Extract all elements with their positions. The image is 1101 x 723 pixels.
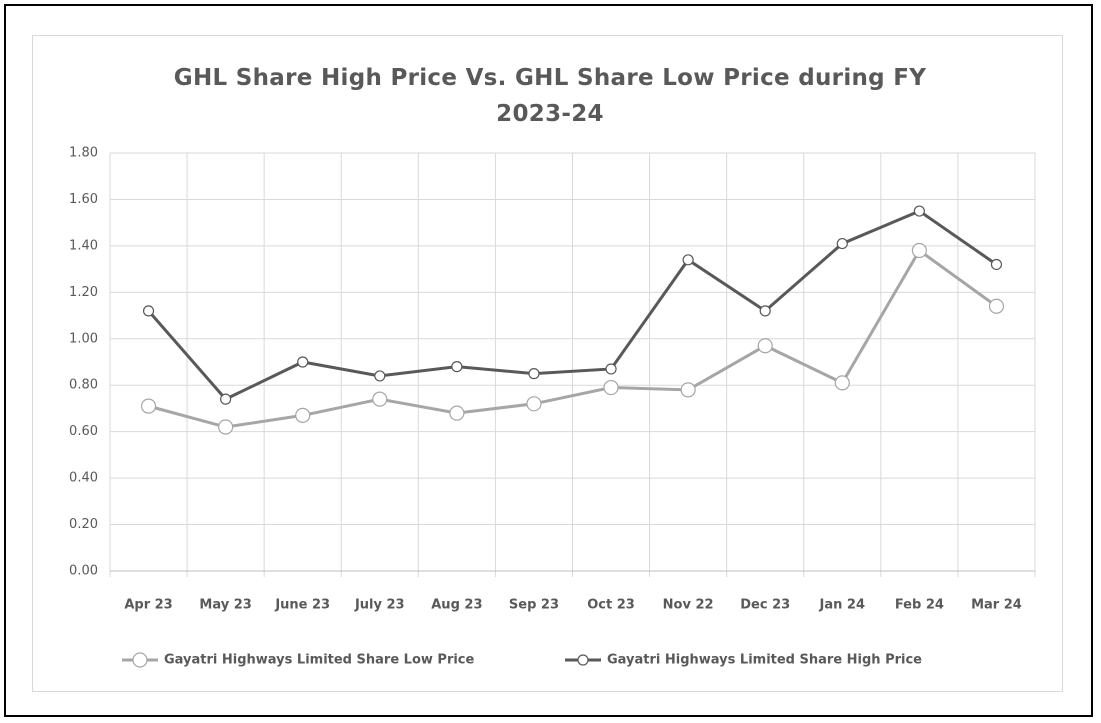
point-marker [526, 396, 542, 412]
x-tick-label: Mar 24 [971, 598, 1022, 613]
point-marker [297, 356, 309, 368]
x-tick-label: May 23 [199, 598, 251, 613]
point-marker [295, 407, 311, 424]
legend-label: Gayatri Highways Limited Share High Pric… [607, 653, 922, 668]
point-marker [142, 305, 155, 317]
y-tick-label: 1.80 [69, 146, 98, 161]
point-marker [836, 237, 848, 250]
point-marker [988, 298, 1005, 314]
series-line [148, 248, 998, 429]
legend-label: Gayatri Highways Limited Share Low Price [164, 653, 475, 668]
point-marker [218, 419, 234, 435]
point-marker [528, 368, 540, 380]
legend-marker [132, 652, 148, 668]
point-marker [603, 379, 619, 396]
y-tick-label: 0.60 [69, 424, 98, 439]
y-tick-label: 1.00 [69, 331, 98, 346]
point-marker [990, 258, 1003, 271]
chart-area [32, 35, 1063, 692]
x-tick-label: Aug 23 [431, 598, 482, 613]
point-marker [605, 363, 617, 375]
x-tick-label: Apr 23 [124, 598, 172, 613]
point-marker [682, 254, 694, 266]
chart-title: GHL Share High Price Vs. GHL Share Low P… [173, 65, 927, 127]
x-tick-label: Nov 22 [663, 598, 714, 613]
point-marker [913, 205, 925, 217]
point-marker [140, 398, 157, 414]
point-marker [451, 361, 463, 373]
point-marker [220, 393, 232, 405]
x-tick-label: June 23 [274, 598, 330, 613]
y-tick-label: 1.40 [69, 238, 98, 253]
x-tick-label: July 23 [354, 598, 405, 613]
legend-marker [577, 654, 589, 666]
x-tick-label: Jan 24 [819, 598, 865, 613]
y-tick-label: 0.40 [69, 471, 98, 486]
frame [4, 4, 1093, 717]
x-tick-label: Feb 24 [895, 598, 944, 613]
y-tick-label: 1.60 [69, 192, 98, 207]
point-marker [759, 305, 771, 317]
point-marker [449, 405, 465, 421]
x-tick-label: Dec 23 [740, 598, 790, 613]
x-tick-label: Sep 23 [509, 598, 559, 613]
y-tick-label: 0.80 [69, 378, 98, 393]
series-line [147, 209, 998, 402]
y-tick-label: 1.20 [69, 285, 98, 300]
point-marker [834, 375, 850, 391]
point-marker [680, 382, 696, 398]
y-tick-label: 0.20 [69, 517, 98, 532]
point-marker [372, 391, 388, 407]
x-tick-label: Oct 23 [587, 598, 635, 613]
point-marker [911, 242, 927, 259]
y-tick-label: 0.00 [69, 564, 98, 579]
point-marker [374, 370, 386, 382]
point-marker [757, 338, 773, 354]
